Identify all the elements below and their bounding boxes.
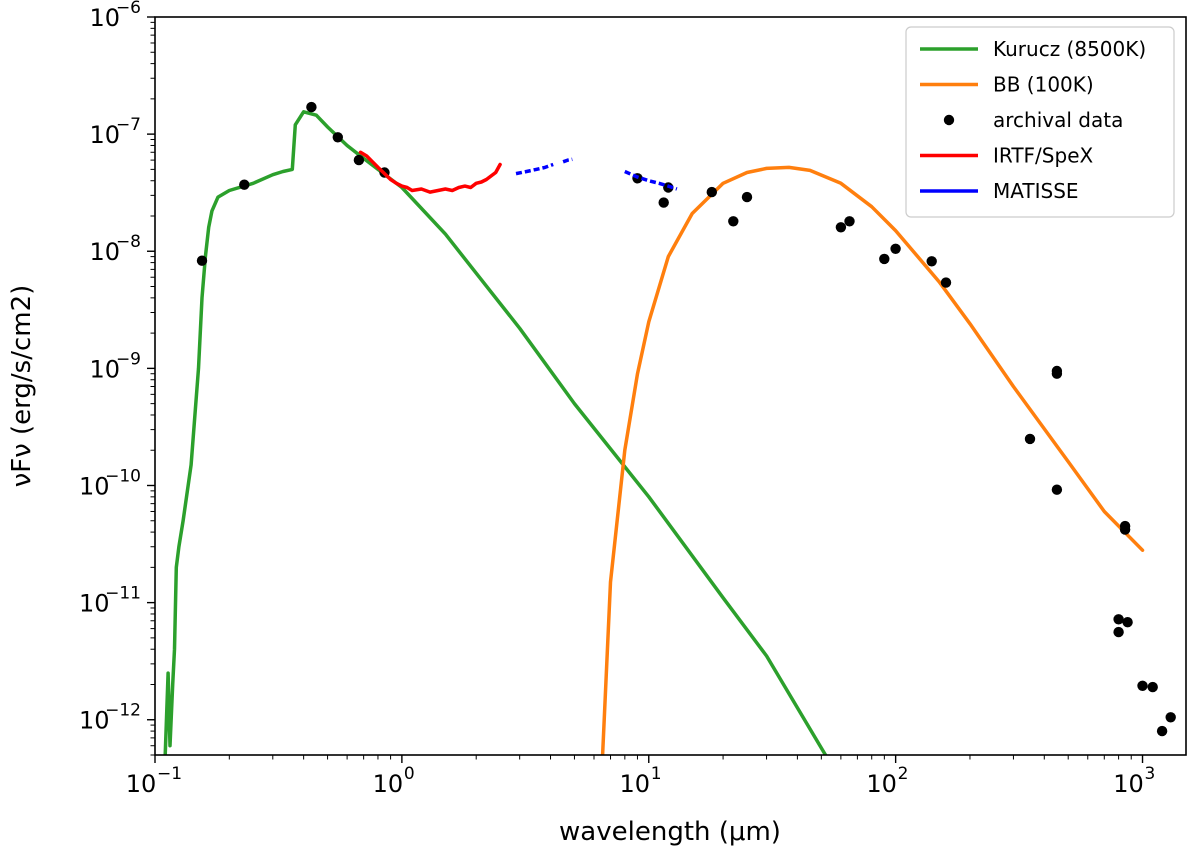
data-point	[1147, 681, 1158, 693]
y-tick-exponent: −6	[116, 0, 141, 18]
legend-label: MATISSE	[993, 179, 1079, 203]
y-tick-label: 10	[79, 472, 110, 500]
data-point	[741, 191, 753, 203]
data-point	[1051, 484, 1063, 495]
data-point	[239, 179, 250, 190]
legend: Kurucz (8500K) BB (100K) archival data IRTF…	[905, 26, 1175, 218]
legend-box	[905, 26, 1175, 218]
data-point	[1113, 626, 1124, 638]
data-point	[1137, 680, 1148, 691]
legend-label: IRTF/SpeX	[993, 144, 1093, 168]
series-line-matisse	[624, 169, 678, 191]
y-tick-label: 10	[89, 4, 120, 32]
y-tick-exponent: −9	[116, 349, 141, 369]
data-point	[196, 255, 208, 266]
data-point	[728, 216, 739, 227]
legend-label: archival data	[993, 108, 1123, 132]
data-point	[1119, 524, 1131, 535]
x-tick-exponent: 2	[898, 764, 909, 784]
y-tick-label: 10	[89, 238, 120, 266]
plot-frame	[154, 16, 1187, 756]
data-point	[1122, 617, 1133, 628]
y-tick-label: 10	[89, 355, 120, 383]
data-point	[353, 154, 365, 166]
data-point	[890, 243, 901, 254]
y-tick-exponent: −8	[116, 232, 141, 252]
data-point	[332, 132, 343, 143]
x-tick-exponent: 1	[651, 764, 662, 784]
series-line-kurucz-8500k	[163, 110, 828, 755]
data-point	[306, 101, 317, 113]
y-axis-label: νFν (erg/s/cm2)	[7, 285, 37, 488]
data-point	[926, 256, 937, 267]
y-tick-label: 10	[79, 707, 110, 735]
y-tick-exponent: −11	[105, 584, 141, 604]
data-point	[835, 222, 847, 233]
data-point	[1165, 712, 1176, 723]
series-line-matisse	[562, 157, 573, 164]
x-tick-label: 10	[619, 770, 650, 798]
y-tick-label: 10	[79, 590, 110, 618]
data-point	[844, 216, 855, 227]
legend-label: Kurucz (8500K)	[993, 37, 1146, 61]
data-point	[1051, 368, 1063, 379]
data-point	[1113, 614, 1124, 625]
x-tick-label: 10	[126, 770, 157, 798]
x-tick-exponent: −1	[157, 764, 182, 784]
legend-label: BB (100K)	[993, 73, 1094, 97]
x-tick-label: 10	[866, 770, 897, 798]
series-layer	[163, 101, 1176, 755]
x-tick-label: 10	[1113, 770, 1144, 798]
y-tick-exponent: −12	[105, 701, 141, 721]
data-point	[1156, 725, 1168, 737]
data-point	[1024, 433, 1036, 445]
series-line-bb-100k	[600, 165, 1145, 755]
series-line-matisse	[515, 162, 554, 176]
data-point	[658, 197, 669, 208]
x-tick-label: 10	[373, 770, 404, 798]
data-point	[879, 253, 890, 265]
x-tick-exponent: 0	[404, 764, 415, 784]
data-point	[706, 186, 717, 198]
series-line-irtf-spex	[358, 150, 502, 194]
y-tick-label: 10	[89, 121, 120, 149]
data-point	[940, 277, 952, 288]
x-tick-exponent: 3	[1145, 764, 1156, 784]
x-axis-label: wavelength (μm)	[559, 817, 781, 847]
x-axis: 10 −1 10 0 10 1 10 2 10 3	[126, 755, 1156, 798]
legend-marker	[943, 114, 955, 126]
y-tick-exponent: −10	[105, 466, 141, 486]
y-tick-exponent: −7	[116, 115, 141, 135]
